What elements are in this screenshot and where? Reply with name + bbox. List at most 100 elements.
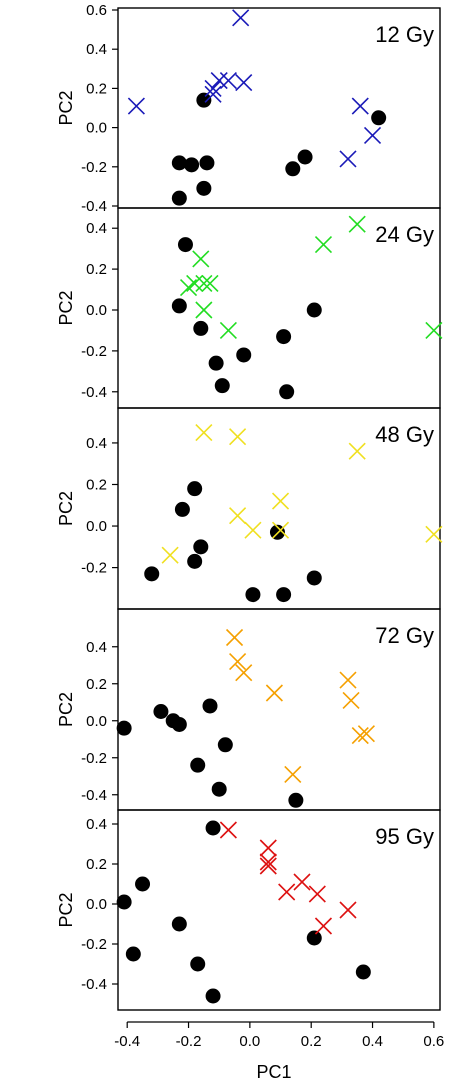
cross-stroke bbox=[195, 274, 213, 292]
x-axis: -0.4 -0.2 0.0 0.2 0.4 0.6 bbox=[114, 1021, 444, 1050]
cross-stroke bbox=[244, 521, 262, 539]
black-dot-point bbox=[199, 155, 215, 171]
black-dot-point bbox=[177, 237, 193, 253]
cross-point bbox=[284, 765, 302, 783]
black-dot-point bbox=[276, 329, 292, 345]
cross-point bbox=[186, 274, 204, 292]
black-dot-point bbox=[171, 916, 187, 932]
cross-stroke bbox=[259, 839, 277, 857]
black-dot-point bbox=[125, 946, 141, 962]
cross-point bbox=[161, 546, 179, 564]
black-dot-point bbox=[245, 587, 261, 603]
black-dot-point bbox=[171, 298, 187, 314]
cross-stroke bbox=[195, 301, 213, 319]
cross-stroke bbox=[314, 917, 333, 935]
black-dot-point bbox=[190, 956, 206, 972]
black-dot-point bbox=[193, 320, 209, 336]
black-dot-point bbox=[279, 384, 295, 400]
black-dot-point bbox=[196, 180, 212, 196]
black-dot-point bbox=[236, 347, 252, 363]
cross-stroke bbox=[192, 250, 210, 268]
cross-point bbox=[308, 885, 326, 903]
y-tick-label: 0.0 bbox=[86, 120, 107, 137]
black-dot-point bbox=[171, 155, 187, 171]
cross-point bbox=[192, 250, 210, 268]
cross-point bbox=[425, 525, 443, 543]
cross-point bbox=[342, 691, 360, 709]
black-dot-point bbox=[190, 757, 206, 773]
cross-point bbox=[271, 492, 290, 510]
black-dot-point bbox=[288, 792, 304, 808]
black-dot-point bbox=[371, 110, 387, 126]
x-tick-label: 0.6 bbox=[423, 1033, 444, 1050]
cross-point bbox=[351, 726, 369, 745]
cross-stroke bbox=[210, 71, 228, 90]
cross-stroke bbox=[186, 274, 204, 292]
black-dot-point bbox=[116, 894, 132, 910]
y-tick-label: -0.4 bbox=[81, 198, 107, 215]
black-dot-point bbox=[306, 570, 322, 586]
x-tick-label: -0.4 bbox=[114, 1033, 140, 1050]
cross-point bbox=[271, 521, 290, 539]
cross-point bbox=[232, 9, 250, 27]
cross-point bbox=[339, 671, 357, 689]
cross-stroke bbox=[271, 492, 290, 510]
cross-point bbox=[339, 901, 357, 919]
y-tick-label: 0.4 bbox=[86, 41, 107, 58]
y-tick-label: -0.2 bbox=[81, 936, 107, 953]
black-dot-point bbox=[187, 553, 203, 569]
cross-stroke bbox=[308, 885, 326, 903]
cross-point bbox=[425, 321, 443, 340]
cross-stroke bbox=[195, 423, 213, 442]
cross-stroke bbox=[363, 126, 382, 145]
cross-point bbox=[293, 873, 311, 891]
cross-stroke bbox=[339, 150, 357, 168]
black-dot-point bbox=[217, 737, 233, 753]
cross-point bbox=[259, 853, 277, 871]
cross-stroke bbox=[229, 507, 247, 525]
y-tick-label: -0.2 bbox=[81, 560, 107, 577]
cross-point bbox=[225, 628, 244, 647]
x-tick-label: -0.2 bbox=[176, 1033, 202, 1050]
cross-point bbox=[204, 85, 222, 103]
cross-point bbox=[278, 883, 296, 901]
cross-point bbox=[265, 684, 283, 702]
cross-point bbox=[363, 126, 382, 145]
cross-point bbox=[229, 428, 247, 446]
cross-point bbox=[210, 71, 228, 90]
cross-stroke bbox=[229, 428, 247, 446]
y-tick-label: 0.4 bbox=[86, 220, 107, 237]
cross-stroke bbox=[201, 274, 219, 292]
panel-label: 24 Gy bbox=[375, 222, 434, 247]
y-axis-title: PC2 bbox=[56, 892, 76, 927]
panel-label: 95 Gy bbox=[375, 824, 434, 849]
y-tick-label: -0.4 bbox=[81, 384, 107, 401]
y-tick-label: 0.2 bbox=[86, 476, 107, 493]
cross-stroke bbox=[204, 85, 222, 103]
black-dot-point bbox=[184, 157, 200, 173]
cross-stroke bbox=[348, 215, 366, 233]
cross-point bbox=[348, 442, 366, 460]
cross-stroke bbox=[348, 442, 366, 460]
black-dot-point bbox=[196, 92, 212, 108]
y-tick-label: -0.2 bbox=[81, 159, 107, 176]
cross-stroke bbox=[339, 671, 357, 689]
black-dot-point bbox=[214, 378, 230, 394]
cross-point bbox=[229, 652, 247, 671]
cross-stroke bbox=[278, 883, 296, 901]
scatter-panel: -0.4 -0.2 0.0 0.2 0.4 0.6 PC2 12 Gy bbox=[56, 2, 441, 215]
cross-stroke bbox=[357, 725, 375, 743]
y-axis-title: PC2 bbox=[56, 692, 76, 727]
cross-stroke bbox=[204, 79, 222, 97]
y-axis-title: PC2 bbox=[56, 90, 76, 125]
cross-stroke bbox=[127, 97, 145, 115]
x-axis-title: PC1 bbox=[256, 1062, 291, 1082]
cross-point bbox=[195, 274, 213, 292]
cross-stroke bbox=[219, 321, 237, 340]
y-axis-title: PC2 bbox=[56, 491, 76, 526]
black-dot-point bbox=[193, 539, 209, 555]
cross-stroke bbox=[265, 684, 283, 702]
cross-stroke bbox=[425, 321, 443, 340]
panel-label: 12 Gy bbox=[375, 22, 434, 47]
y-tick-label: 0.4 bbox=[86, 435, 107, 452]
